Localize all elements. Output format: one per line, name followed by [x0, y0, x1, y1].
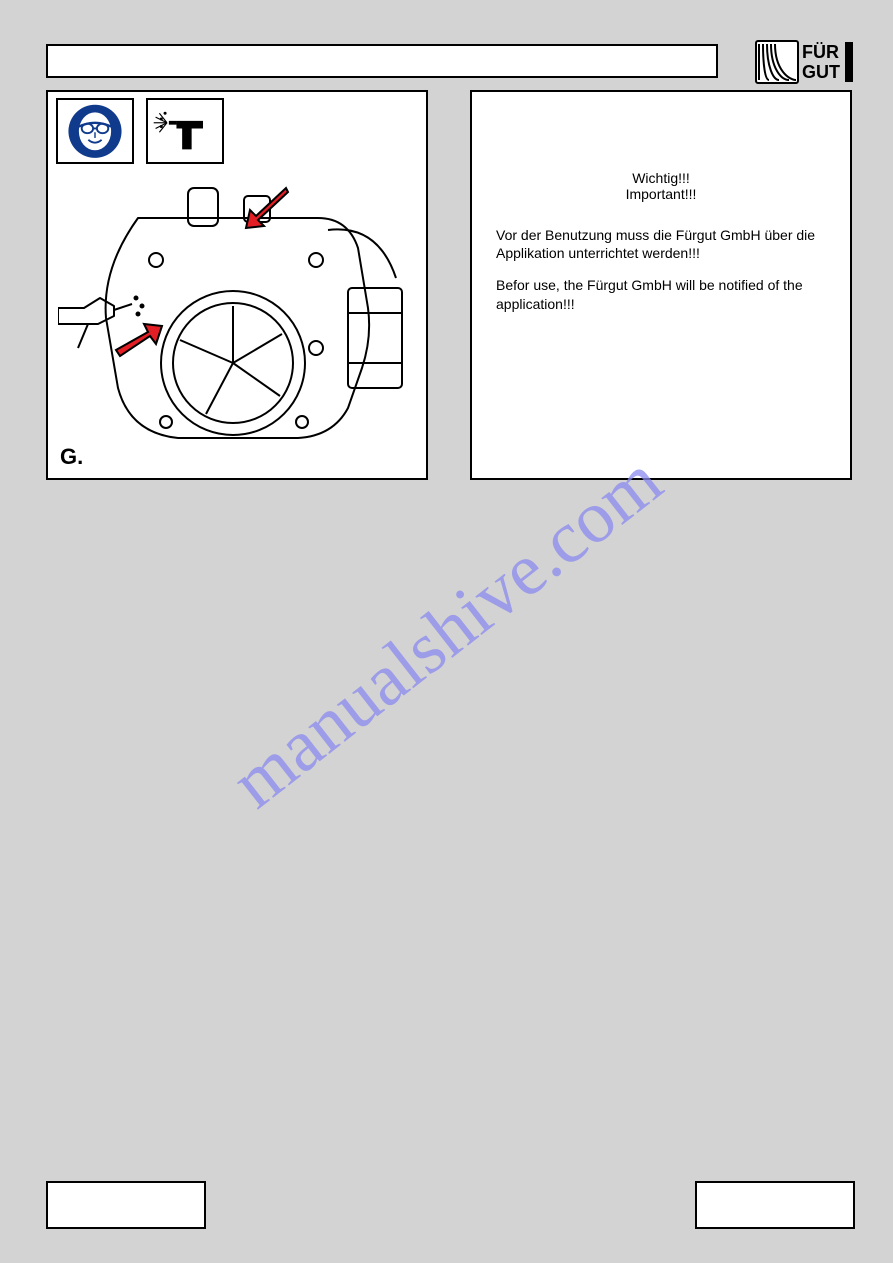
logo-text-bottom: GUT — [802, 62, 840, 82]
watermark: manualshive.com — [215, 438, 677, 825]
eye-protection-icon — [56, 98, 134, 164]
brand-logo: FÜR GUT — [755, 38, 855, 86]
notice-panel: Wichtig!!! Important!!! Vor der Benutzun… — [470, 90, 852, 480]
notice-heading-en: Important!!! — [496, 186, 826, 202]
logo-text-top: FÜR — [802, 42, 839, 62]
top-bar — [46, 44, 718, 78]
machine-illustration — [58, 178, 420, 464]
footer-box-right — [695, 1181, 855, 1229]
notice-para-de: Vor der Benutzung muss die Fürgut GmbH ü… — [496, 226, 826, 262]
notice-para-en: Befor use, the Fürgut GmbH will be notif… — [496, 276, 826, 312]
notice-heading-de: Wichtig!!! — [496, 170, 826, 186]
panel-label: G. — [60, 444, 83, 470]
footer-box-left — [46, 1181, 206, 1229]
illustration-panel: G. — [46, 90, 428, 480]
spray-gun-icon — [146, 98, 224, 164]
